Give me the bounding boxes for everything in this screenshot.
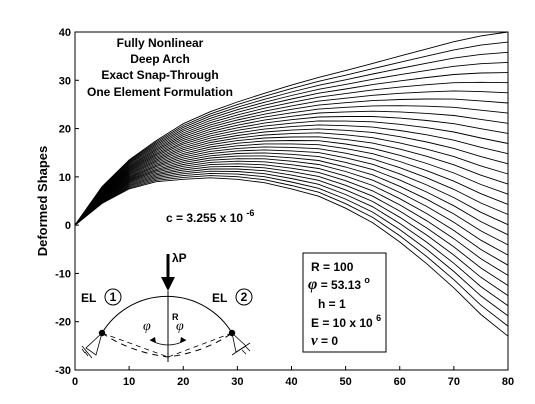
- title-line-1: Fully Nonlinear: [117, 36, 204, 50]
- load-label: λP: [172, 251, 187, 265]
- deformed-shape-line: [74, 105, 509, 226]
- element-1-number: 1: [110, 290, 117, 304]
- x-tick-label: 20: [177, 376, 189, 388]
- arch-curve: [101, 295, 233, 334]
- prop-nu-value: = 0: [321, 334, 338, 348]
- element-2-number: 2: [241, 290, 248, 304]
- deformed-shape-line: [74, 172, 509, 317]
- deformed-shape-line: [74, 158, 509, 256]
- deformed-shape-line: [74, 81, 509, 226]
- y-tick-label: 30: [59, 75, 71, 87]
- element-2-label: EL: [212, 291, 227, 305]
- deformed-curves: [74, 31, 509, 337]
- deformed-shape-line: [74, 31, 509, 226]
- y-tick-label: -10: [55, 268, 71, 280]
- deformed-shape-line: [74, 175, 509, 327]
- element-1-circle: [104, 288, 122, 306]
- deformed-shape-line: [74, 41, 509, 226]
- deformed-shape-line: [74, 132, 509, 226]
- deformed-shape-line: [74, 140, 509, 226]
- deformed-shape-line: [74, 128, 509, 226]
- prop-phi-symbol: φ: [308, 276, 317, 293]
- x-tick-label: 10: [123, 376, 135, 388]
- deformed-shape-line: [74, 177, 509, 337]
- y-axis-ticks: 40 30 20 10 0 -10 -20 -30: [55, 27, 79, 377]
- deformed-shape-line: [74, 98, 509, 226]
- y-tick-label: 20: [59, 124, 71, 136]
- prop-nu: ν = 0: [311, 333, 338, 349]
- x-tick-label: 80: [502, 376, 514, 388]
- prop-phi: φ = 53.13 o: [308, 275, 370, 293]
- element-2-circle: [235, 288, 253, 306]
- title-block: Fully Nonlinear Deep Arch Exact Snap-Thr…: [87, 36, 233, 99]
- deformed-shape-line: [74, 136, 509, 226]
- prop-e-exponent: 6: [376, 313, 381, 323]
- deformed-shape-line: [74, 116, 509, 226]
- angle-label-right: φ: [176, 319, 184, 334]
- deformed-shape-line: [74, 165, 509, 286]
- deformed-shape-line: [74, 170, 509, 307]
- title-line-2: Deep Arch: [130, 52, 190, 66]
- deformed-shape-line: [74, 124, 509, 226]
- x-tick-label: 30: [231, 376, 243, 388]
- c-annotation: c = 3.255 x 10 -6: [166, 208, 254, 225]
- y-tick-label: -20: [55, 317, 71, 329]
- x-tick-label: 0: [72, 376, 78, 388]
- deformed-shape-line: [74, 61, 509, 226]
- x-tick-label: 50: [340, 376, 352, 388]
- deformed-shape-line: [74, 72, 509, 226]
- y-axis-label: Deformed Shapes: [35, 146, 50, 257]
- prop-nu-symbol: ν: [311, 333, 318, 349]
- deformed-shape-line: [74, 155, 509, 246]
- prop-phi-value: = 53.13: [321, 278, 362, 292]
- deformed-shape-line: [74, 152, 509, 236]
- support-left: [81, 331, 103, 359]
- prop-e: E = 10 x 10 6: [311, 313, 381, 330]
- deformed-shape-line: [74, 120, 509, 226]
- properties-box: R = 100 φ = 53.13 o h = 1 E = 10 x 10 6 …: [302, 252, 387, 353]
- angle-arrow-left: [150, 337, 156, 343]
- deformed-shape-line: [74, 143, 509, 226]
- title-line-3: Exact Snap-Through: [101, 68, 218, 82]
- y-tick-label: 0: [65, 220, 71, 232]
- y-tick-label: 40: [59, 27, 71, 39]
- x-tick-label: 60: [394, 376, 406, 388]
- prop-r: R = 100: [311, 260, 354, 274]
- angle-arrow-right: [180, 337, 186, 343]
- deformed-shape-line: [74, 160, 509, 266]
- prop-h: h = 1: [318, 297, 346, 311]
- title-line-4: One Element Formulation: [87, 85, 233, 99]
- deformed-shape-line: [74, 163, 509, 276]
- prop-phi-degree: o: [364, 275, 370, 285]
- x-tick-label: 70: [448, 376, 460, 388]
- c-exponent: -6: [246, 208, 254, 218]
- c-value: c = 3.255 x 10: [166, 211, 243, 225]
- radius-label: R: [172, 312, 179, 322]
- load-arrow-head: [161, 277, 175, 291]
- deformed-shape-line: [74, 168, 509, 296]
- x-tick-label: 40: [285, 376, 297, 388]
- deformed-shape-line: [74, 90, 509, 226]
- support-right: [231, 331, 251, 356]
- element-1-label: EL: [81, 291, 96, 305]
- deformed-shape-line: [74, 146, 509, 226]
- arch-diagram: λP R φ φ EL: [81, 251, 253, 362]
- radius-line-right: [167, 332, 233, 358]
- angle-label-left: φ: [143, 319, 151, 334]
- deformed-shape-line: [74, 51, 509, 226]
- plot-area: [74, 31, 509, 371]
- prop-e-value: E = 10 x 10: [311, 316, 373, 330]
- y-tick-label: 10: [59, 172, 71, 184]
- x-axis-ticks: 0 10 20 30 40 50 60 70 80: [72, 366, 514, 388]
- radius-line-left: [101, 332, 169, 358]
- deformed-shape-line: [74, 110, 509, 226]
- y-tick-label: -30: [55, 365, 71, 377]
- deformed-shape-line: [74, 149, 509, 226]
